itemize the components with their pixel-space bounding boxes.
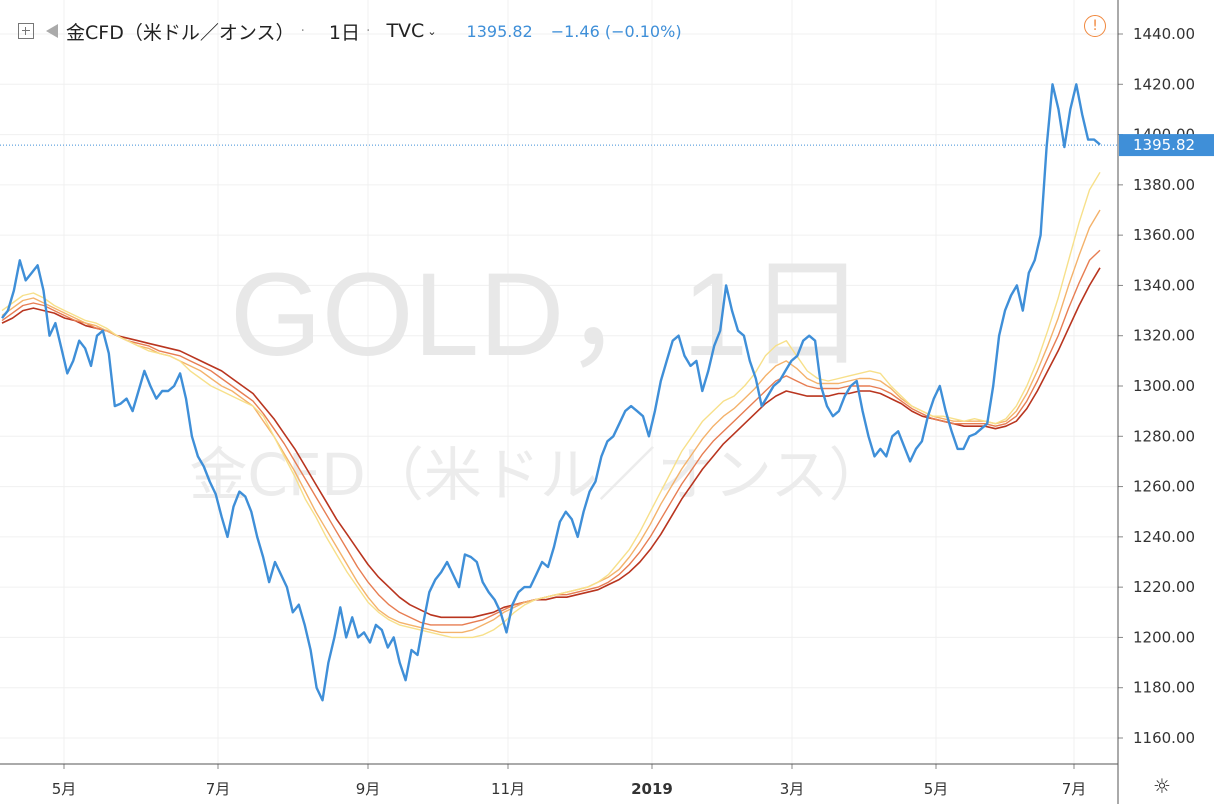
chart-grid xyxy=(0,0,1118,764)
separator-dot: · xyxy=(366,23,371,39)
price-line xyxy=(1,83,1101,702)
y-tick-label: 1220.00 xyxy=(1133,578,1195,596)
y-tick-label: 1320.00 xyxy=(1133,327,1195,345)
expand-icon[interactable] xyxy=(18,23,34,39)
last-price-badge-label: 1395.82 xyxy=(1133,136,1195,154)
x-tick-label: 5月 xyxy=(52,780,77,798)
separator-dot: · xyxy=(300,23,305,39)
y-tick-label: 1340.00 xyxy=(1133,276,1195,294)
y-tick-label: 1260.00 xyxy=(1133,478,1195,496)
interval-label[interactable]: 1日 xyxy=(328,21,360,44)
y-tick-label: 1240.00 xyxy=(1133,528,1195,546)
chart-header: 金CFD（米ドル／オンス） · 1日 · TVC ⌄ 1395.82 −1.46… xyxy=(18,16,682,46)
y-tick-label: 1420.00 xyxy=(1133,75,1195,93)
moving-average-line-4 xyxy=(1,267,1101,619)
gear-icon[interactable]: ☼ xyxy=(1153,774,1171,798)
y-tick-label: 1440.00 xyxy=(1133,25,1195,43)
last-price: 1395.82 xyxy=(466,21,533,41)
y-tick-label: 1160.00 xyxy=(1133,729,1195,747)
x-tick-label: 7月 xyxy=(1062,780,1087,798)
last-price-badge xyxy=(1119,134,1214,157)
moving-average-line-1 xyxy=(1,171,1101,639)
x-tick-label: 2019 xyxy=(631,780,673,798)
time-axis: 5月 7月 9月 11月 2019 3月 5月 7月 xyxy=(0,763,1118,798)
plot-area xyxy=(0,83,1118,702)
x-tick-label: 5月 xyxy=(924,780,949,798)
y-tick-label: 1300.00 xyxy=(1133,377,1195,395)
warning-icon[interactable]: ! xyxy=(1084,15,1106,37)
x-tick-label: 3月 xyxy=(780,780,805,798)
y-tick-label: 1380.00 xyxy=(1133,176,1195,194)
y-tick-label: 1280.00 xyxy=(1133,427,1195,445)
watermark-title: GOLD，1日 xyxy=(230,249,866,381)
price-axis: 1440.001420.001400.001380.001360.001340.… xyxy=(1117,0,1214,804)
exchange-label[interactable]: TVC xyxy=(386,20,425,42)
y-tick-label: 1360.00 xyxy=(1133,226,1195,244)
price-change: −1.46 (−0.10%) xyxy=(550,21,682,41)
y-tick-label: 1180.00 xyxy=(1133,679,1195,697)
flag-icon[interactable] xyxy=(46,24,58,38)
x-tick-label: 9月 xyxy=(356,780,381,798)
x-tick-label: 11月 xyxy=(491,780,525,798)
chevron-down-icon[interactable]: ⌄ xyxy=(427,24,437,38)
y-tick-label: 1200.00 xyxy=(1133,628,1195,646)
symbol-name[interactable]: 金CFD（米ドル／オンス） xyxy=(66,21,295,44)
watermark-subtitle: 金CFD（米ドル／オンス） xyxy=(189,441,886,509)
x-tick-label: 7月 xyxy=(206,780,231,798)
